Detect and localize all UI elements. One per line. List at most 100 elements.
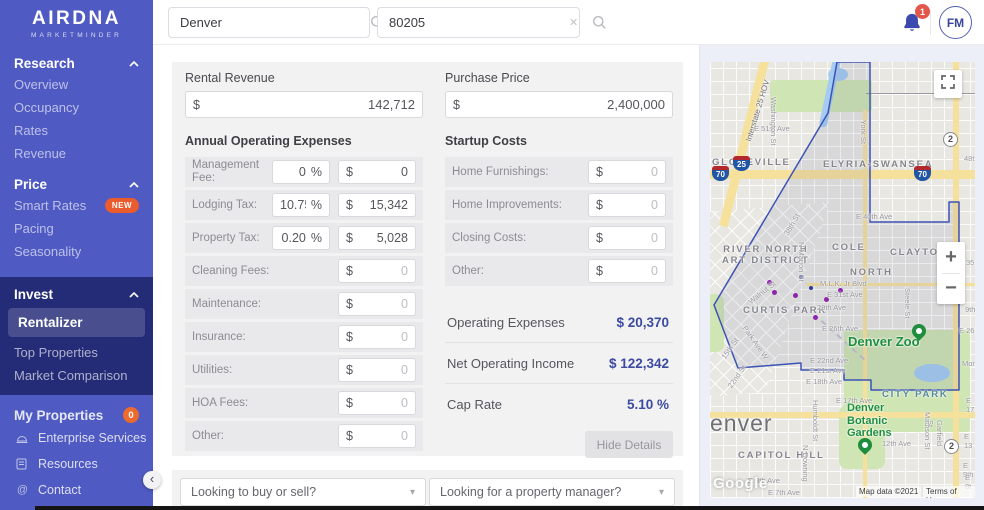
item-label: Top Properties (14, 345, 98, 360)
property-tax-dollar-field: $ (338, 226, 416, 250)
buy-or-sell-select[interactable]: Looking to buy or sell? ▾ (180, 478, 426, 506)
home-furnishings-dollar-input[interactable] (607, 165, 658, 179)
sidebar-item-seasonality[interactable]: Seasonality (0, 240, 153, 263)
row-label: Other: (192, 430, 338, 443)
item-label: My Properties (14, 408, 103, 423)
hide-details-button[interactable]: Hide Details (585, 431, 673, 458)
cleaning-fees-dollar-input[interactable] (357, 264, 408, 278)
map-label: E 22nd Ave (810, 356, 848, 365)
property-tax-percent-field: % (272, 226, 330, 250)
sidebar-section-research[interactable]: Research (0, 54, 153, 73)
startup-row-closing-costs: Closing Costs: $ (445, 223, 673, 253)
map-label: Denver Botanic Gardens (847, 402, 892, 440)
city-search-box (168, 7, 370, 38)
currency-prefix: $ (346, 396, 353, 410)
closing-costs-dollar-input[interactable] (607, 231, 658, 245)
rental-revenue-input[interactable] (204, 97, 415, 112)
expenses-header: Annual Operating Expenses (185, 134, 423, 148)
sidebar-item-rates[interactable]: Rates (0, 119, 153, 142)
sidebar-section-invest[interactable]: Invest (0, 285, 153, 304)
zoom-out-button[interactable]: − (937, 274, 965, 305)
search-icon[interactable] (592, 15, 607, 30)
row-label: Closing Costs: (452, 232, 588, 245)
insurance-dollar-input[interactable] (357, 330, 408, 344)
sidebar-item-market-comparison[interactable]: Market Comparison (0, 364, 153, 387)
property-marker[interactable] (793, 293, 798, 298)
expense-row-utilities: Utilities: $ (185, 355, 423, 385)
utilities-dollar-input[interactable] (357, 363, 408, 377)
header-divider (930, 10, 931, 35)
property-marker[interactable] (772, 290, 777, 295)
purchase-price-input[interactable] (464, 97, 665, 112)
hoa-fees-dollar-input[interactable] (357, 396, 408, 410)
chevron-left-icon: ‹ (150, 471, 154, 486)
sidebar-item-rentalizer[interactable]: Rentalizer (8, 308, 145, 337)
sidebar-item-revenue[interactable]: Revenue (0, 142, 153, 165)
airdna-logo[interactable]: AIRDNA MARKETMINDER (0, 0, 153, 44)
utilities-dollar-field: $ (338, 358, 416, 382)
other-expense-dollar-input[interactable] (357, 429, 408, 443)
sidebar-item-resources[interactable]: Resources (0, 451, 153, 477)
sidebar-item-my-properties[interactable]: My Properties 0 (0, 405, 153, 425)
my-properties-count-badge: 0 (123, 407, 139, 423)
logo-subtitle: MARKETMINDER (0, 32, 153, 39)
expenses-column: Rental Revenue $ Annual Operating Expens… (185, 71, 423, 454)
chevron-up-icon (129, 61, 139, 67)
item-label: Resources (38, 457, 98, 471)
expense-row-management-fee: Management Fee: % $ (185, 157, 423, 187)
summary-operating-expenses: Operating Expenses $ 20,370 (445, 302, 673, 343)
sidebar-item-pacing[interactable]: Pacing (0, 217, 153, 240)
property-manager-select[interactable]: Looking for a property manager? ▾ (429, 478, 675, 506)
map-label: E 21st Ave (810, 366, 846, 375)
currency-prefix: $ (596, 198, 603, 212)
sidebar-item-enterprise-services[interactable]: Enterprise Services (0, 425, 153, 451)
item-label: Smart Rates (14, 198, 86, 213)
other-startup-dollar-input[interactable] (607, 264, 658, 278)
management-fee-percent-input[interactable] (280, 165, 306, 179)
lodging-tax-dollar-input[interactable] (357, 198, 408, 212)
currency-prefix: $ (346, 363, 353, 377)
select-label: Looking to buy or sell? (191, 485, 410, 499)
rentalizer-form-card: Rental Revenue $ Annual Operating Expens… (172, 62, 683, 456)
sidebar-collapse-button[interactable]: ‹ (143, 471, 161, 489)
property-tax-dollar-input[interactable] (357, 231, 408, 245)
user-avatar[interactable]: FM (939, 6, 972, 39)
summary-label: Operating Expenses (447, 315, 565, 330)
other-expense-dollar-field: $ (338, 424, 416, 448)
currency-prefix: $ (346, 297, 353, 311)
cleaning-fees-dollar-field: $ (338, 259, 416, 283)
rental-revenue-field: $ (185, 91, 423, 118)
zoom-in-button[interactable]: + (937, 242, 965, 273)
caret-down-icon: ▾ (410, 487, 415, 498)
route-2-marker: 2 (944, 439, 959, 454)
new-badge: NEW (105, 198, 139, 213)
sidebar-item-smart-rates[interactable]: Smart Rates NEW (0, 194, 153, 217)
management-fee-dollar-input[interactable] (357, 165, 408, 179)
sidebar-section-invest-block: Invest Rentalizer Top Properties Market … (0, 277, 153, 395)
sidebar-item-occupancy[interactable]: Occupancy (0, 96, 153, 119)
sidebar-item-contact[interactable]: @ Contact (0, 477, 153, 503)
clear-icon[interactable]: ✕ (569, 16, 578, 29)
property-marker[interactable] (809, 286, 813, 290)
sidebar-section-price[interactable]: Price (0, 175, 153, 194)
sidebar-item-top-properties[interactable]: Top Properties (0, 341, 153, 364)
city-search-input[interactable] (180, 15, 356, 30)
map-label: 9th (965, 305, 975, 314)
map-label: Washington St (769, 97, 778, 146)
lodging-tax-percent-input[interactable] (280, 198, 306, 212)
map-label: York St (859, 120, 868, 144)
item-label: Pacing (14, 221, 54, 236)
management-fee-percent-field: % (272, 160, 330, 184)
item-label: Rates (14, 123, 48, 138)
closing-costs-dollar-field: $ (588, 226, 666, 250)
map-fullscreen-button[interactable] (934, 70, 962, 98)
summary-value: 5.10 % (627, 397, 669, 412)
maintenance-dollar-input[interactable] (357, 297, 408, 311)
map-canvas[interactable]: GLOBEVILLE ELYRIA-SWANSEA RIVER NORTH AR… (710, 62, 975, 498)
terms-of-use-link[interactable]: Terms of Use (923, 486, 975, 498)
property-tax-percent-input[interactable] (280, 231, 306, 245)
zip-search-input[interactable] (389, 15, 565, 30)
sidebar-item-overview[interactable]: Overview (0, 73, 153, 96)
home-improvements-dollar-input[interactable] (607, 198, 658, 212)
at-sign-icon: @ (16, 484, 29, 496)
